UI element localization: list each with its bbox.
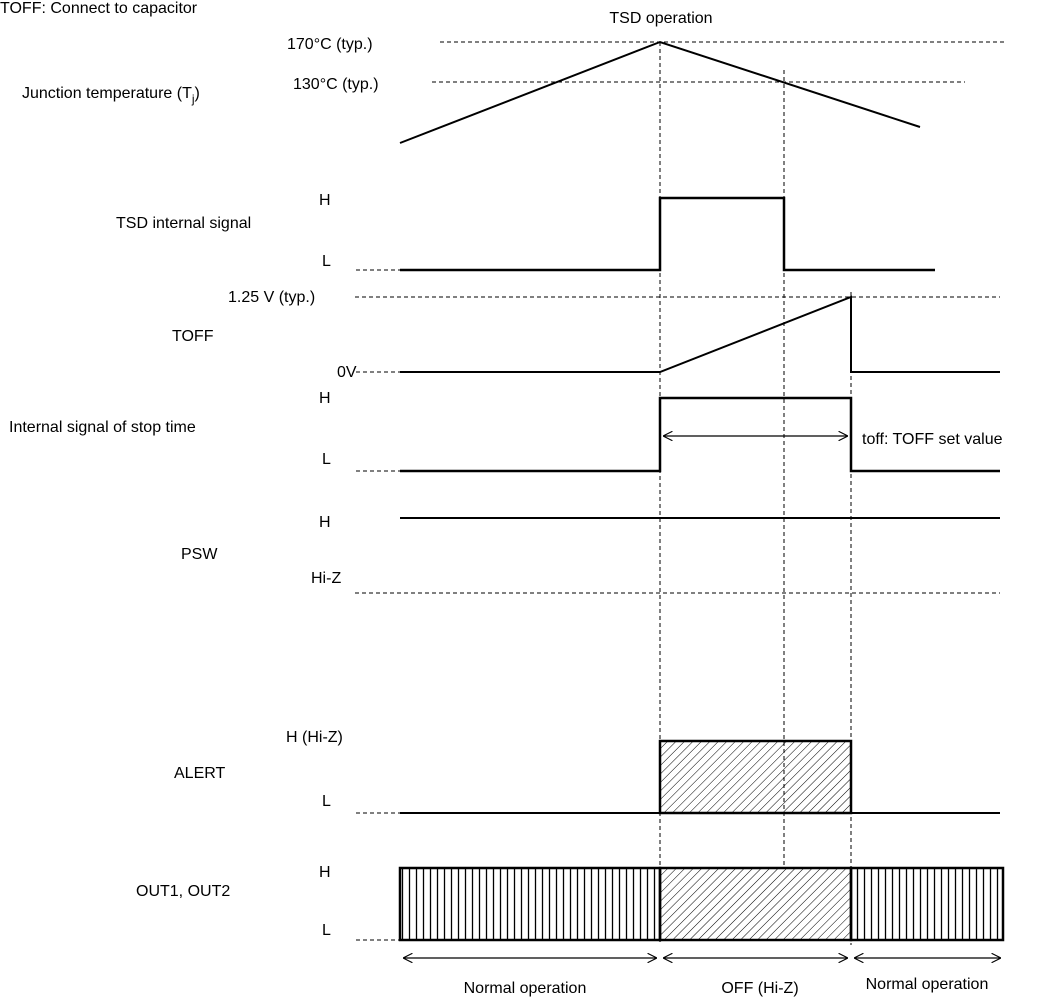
tsd-signal-waveform: [400, 196, 935, 272]
toff-label: TOFF: [172, 328, 214, 345]
alert-low-label: L: [322, 793, 331, 810]
level-170-label: 170°C (typ.): [287, 36, 373, 53]
tsd-signal-low-label: L: [322, 253, 331, 270]
outputs-low-label: L: [322, 922, 331, 939]
top-left-note: TOFF: Connect to capacitor: [0, 0, 198, 17]
outputs-normal-block-left: [398, 866, 662, 942]
junction-temperature-curve: [399, 40, 921, 144]
outputs-label: OUT1, OUT2: [136, 883, 230, 900]
alert-high-label: H (Hi-Z): [286, 729, 343, 746]
tsd-operation-label: TSD operation: [609, 10, 712, 27]
stop-time-label: Internal signal of stop time: [9, 419, 196, 436]
phase-label-normal-right: Normal operation: [866, 976, 989, 993]
phase-label-off: OFF (Hi-Z): [721, 980, 798, 997]
outputs-off-block: [658, 866, 853, 942]
stop-time-low-label: L: [322, 451, 331, 468]
phase-label-normal-left: Normal operation: [464, 980, 587, 997]
alert-hiz-block: [658, 739, 853, 815]
alert-label: ALERT: [174, 765, 226, 782]
toff-high-label: 1.25 V (typ.): [228, 289, 315, 306]
psw-label: PSW: [181, 546, 218, 563]
toff-waveform: [400, 295, 1000, 373]
psw-high-label: H: [319, 514, 331, 531]
tsd-signal-label: TSD internal signal: [116, 215, 251, 232]
stop-time-high-label: H: [319, 390, 331, 407]
outputs-high-label: H: [319, 864, 331, 881]
toff-low-label: 0V: [337, 364, 357, 381]
junction-temperature-label: Junction temperature (Tj): [22, 85, 200, 106]
level-130-label: 130°C (typ.): [293, 76, 379, 93]
psw-low-label: Hi-Z: [311, 570, 341, 587]
tsd-signal-high-label: H: [319, 192, 331, 209]
outputs-normal-block-right: [849, 866, 1005, 942]
toff-set-value-annotation: toff: TOFF set value: [862, 431, 1003, 448]
stop-time-waveform: [400, 396, 1000, 473]
